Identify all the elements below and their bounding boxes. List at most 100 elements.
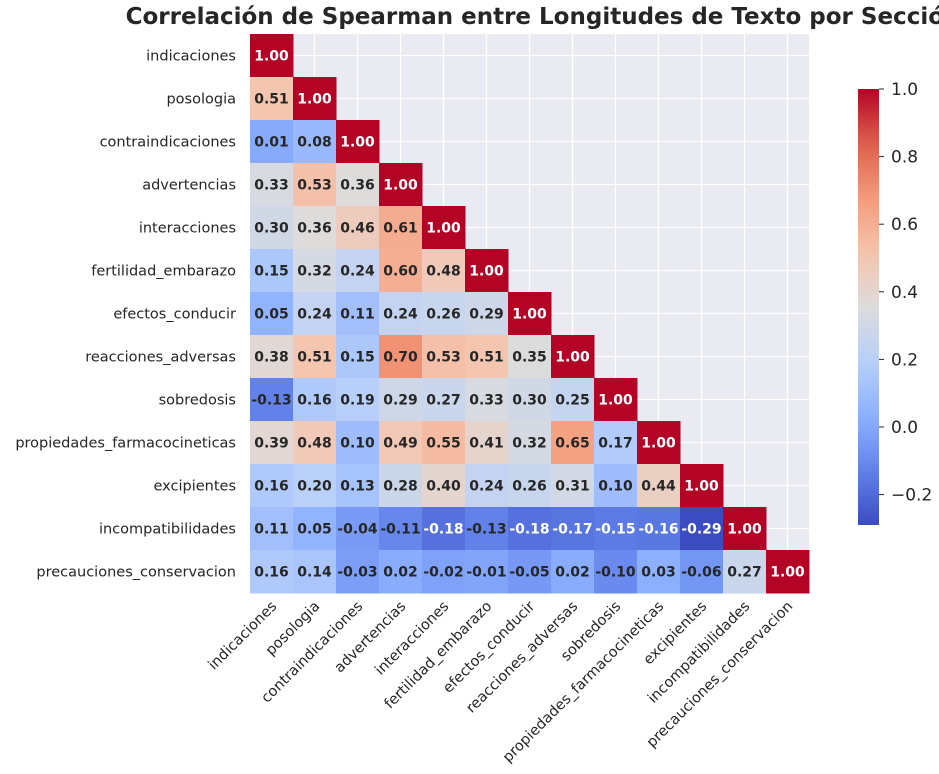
cell-value-label: 0.27 (727, 565, 762, 581)
cell-value-label: 0.24 (383, 307, 418, 323)
cell-value-label: 0.60 (383, 264, 418, 280)
cell-value-label: 0.16 (297, 393, 332, 409)
heatmap-cell (250, 249, 294, 293)
cell-value-label: -0.13 (466, 522, 506, 538)
cell-value-label: 0.32 (512, 436, 547, 452)
heatmap-cell (379, 206, 423, 250)
cell-value-label: 0.33 (254, 178, 289, 194)
cell-value-label: 1.00 (598, 393, 633, 409)
heatmap-cell (250, 206, 294, 250)
heatmap-cell (336, 378, 380, 422)
heatmap-cell (379, 292, 423, 336)
colorbar-tick-label: 0.8 (891, 148, 918, 168)
heatmap-cell (336, 421, 380, 465)
heatmap-cell (508, 421, 552, 465)
cell-value-label: -0.04 (337, 522, 378, 538)
cell-value-label: 0.49 (383, 436, 418, 452)
cell-value-label: 0.36 (340, 178, 375, 194)
heatmap-cell (422, 378, 466, 422)
heatmap-cell (336, 292, 380, 336)
cell-value-label: 0.10 (340, 436, 375, 452)
heatmap-cell (336, 335, 380, 379)
heatmap-cell (680, 550, 724, 594)
cell-value-label: 1.00 (555, 350, 590, 366)
heatmap-cell (336, 464, 380, 508)
heatmap-cell (379, 335, 423, 379)
cell-value-label: -0.16 (638, 522, 678, 538)
cell-value-label: -0.18 (509, 522, 549, 538)
heatmap-cell (379, 378, 423, 422)
cell-value-label: -0.17 (552, 522, 592, 538)
heatmap-cell (637, 464, 681, 508)
cell-value-label: 0.51 (297, 350, 332, 366)
cell-value-label: 0.24 (297, 307, 332, 323)
y-tick-label: efectos_conducir (113, 307, 236, 323)
heatmap-cell (293, 421, 337, 465)
heatmap-cell (723, 507, 767, 551)
cell-value-label: 0.17 (598, 436, 633, 452)
cell-value-label: 0.28 (383, 479, 418, 495)
chart-title: Correlación de Spearman entre Longitudes… (125, 4, 939, 30)
cell-value-label: 0.33 (469, 393, 504, 409)
cell-value-label: 0.11 (254, 522, 289, 538)
heatmap-cell (379, 249, 423, 293)
cell-value-label: 0.11 (340, 307, 375, 323)
heatmap-cell (379, 464, 423, 508)
heatmap-cell (250, 421, 294, 465)
heatmap-cell (250, 464, 294, 508)
heatmap-cell (250, 378, 294, 422)
heatmap-cell (422, 249, 466, 293)
heatmap-cell (508, 464, 552, 508)
cell-value-label: -0.06 (681, 565, 721, 581)
cell-value-label: 0.30 (254, 221, 289, 237)
cell-value-label: 0.15 (340, 350, 375, 366)
heatmap-cell (508, 378, 552, 422)
cell-value-label: 0.32 (297, 264, 332, 280)
colorbar-tick-label: 1.0 (891, 80, 918, 100)
heatmap-cell (551, 550, 595, 594)
heatmap-cell (680, 464, 724, 508)
heatmap-cell (594, 421, 638, 465)
cell-value-label: 1.00 (641, 436, 676, 452)
y-tick-label: reacciones_adversas (85, 350, 236, 366)
cell-value-label: 1.00 (684, 479, 719, 495)
heatmap-cell (508, 550, 552, 594)
cell-value-label: 1.00 (340, 135, 375, 151)
colorbar-tick-label: 0.6 (891, 215, 918, 235)
heatmap-cell (422, 292, 466, 336)
cell-value-label: 0.25 (555, 393, 590, 409)
cell-value-label: -0.01 (466, 565, 506, 581)
cell-value-label: 0.38 (254, 350, 289, 366)
cell-value-label: 0.41 (469, 436, 504, 452)
cell-value-label: 0.55 (426, 436, 461, 452)
cell-value-label: -0.02 (423, 565, 463, 581)
y-tick-label: precauciones_conservacion (36, 565, 236, 581)
cell-value-label: 0.26 (426, 307, 461, 323)
heatmap-cell (250, 34, 294, 78)
heatmap-cell (293, 77, 337, 121)
heatmap-cell (293, 120, 337, 164)
heatmap-cell (379, 507, 423, 551)
cell-value-label: 0.02 (383, 565, 418, 581)
heatmap-cell (379, 550, 423, 594)
cell-value-label: -0.13 (251, 393, 291, 409)
heatmap-cell (250, 550, 294, 594)
colorbar-tick-label: −0.2 (891, 486, 932, 506)
cell-value-label: 0.40 (426, 479, 461, 495)
cell-value-label: 0.16 (254, 565, 289, 581)
heatmap-cell (293, 206, 337, 250)
heatmap-cell (594, 550, 638, 594)
cell-value-label: 0.61 (383, 221, 418, 237)
y-tick-label: excipientes (154, 479, 237, 495)
cell-value-label: 1.00 (469, 264, 504, 280)
heatmap-cell (379, 421, 423, 465)
heatmap-cell (293, 335, 337, 379)
y-tick-label: posologia (166, 92, 236, 108)
cell-value-label: 0.51 (469, 350, 504, 366)
heatmap-cell (293, 507, 337, 551)
heatmap-cell (508, 507, 552, 551)
cell-value-label: 0.48 (297, 436, 332, 452)
cell-value-label: 0.05 (297, 522, 332, 538)
cell-value-label: 0.30 (512, 393, 547, 409)
